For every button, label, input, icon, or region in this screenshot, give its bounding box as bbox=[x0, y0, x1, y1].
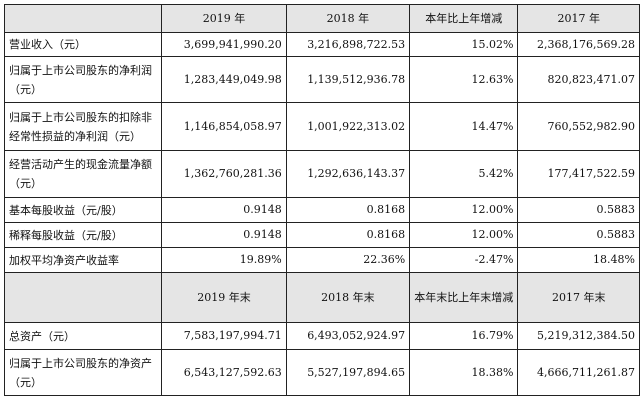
value-2019: 1,362,760,281.36 bbox=[161, 150, 287, 198]
value-2017: 820,823,471.07 bbox=[517, 56, 640, 103]
value-2019: 6,543,127,592.63 bbox=[161, 349, 287, 396]
header-change-end: 本年末比上年末增减 bbox=[409, 272, 519, 323]
row-label: 营业收入（元） bbox=[3, 32, 163, 57]
value-2019: 1,146,854,058.97 bbox=[161, 102, 287, 151]
header-2019-end: 2019 年末 bbox=[161, 272, 287, 323]
value-change: -2.47% bbox=[409, 247, 519, 273]
value-2017: 0.5883 bbox=[517, 222, 640, 248]
value-2019: 3,699,941,990.20 bbox=[161, 32, 287, 57]
table-row: 总资产（元） 7,583,197,994.71 6,493,052,924.97… bbox=[3, 322, 640, 350]
value-change: 15.02% bbox=[409, 32, 519, 57]
value-2017: 177,417,522.59 bbox=[517, 150, 640, 198]
row-label: 基本每股收益（元/股） bbox=[3, 197, 163, 223]
table1-header-row: 2019 年 2018 年 本年比上年增减 2017 年 bbox=[3, 4, 640, 33]
value-2018: 22.36% bbox=[285, 247, 411, 273]
value-2018: 0.8168 bbox=[285, 197, 411, 223]
header-2018-end: 2018 年末 bbox=[285, 272, 411, 323]
value-2018: 1,139,512,936.78 bbox=[285, 56, 411, 103]
row-label: 加权平均净资产收益率 bbox=[3, 247, 163, 273]
value-2018: 1,001,922,313.02 bbox=[285, 102, 411, 151]
financial-summary: 2019 年 2018 年 本年比上年增减 2017 年 营业收入（元） 3,6… bbox=[3, 4, 640, 396]
value-2017: 0.5883 bbox=[517, 197, 640, 223]
value-2019: 1,283,449,049.98 bbox=[161, 56, 287, 103]
value-2018: 5,527,197,894.65 bbox=[285, 349, 411, 396]
row-label: 稀释每股收益（元/股） bbox=[3, 222, 163, 248]
row-label: 总资产（元） bbox=[3, 322, 163, 350]
table2-header-row: 2019 年末 2018 年末 本年末比上年末增减 2017 年末 bbox=[3, 272, 640, 323]
value-change: 14.47% bbox=[409, 102, 519, 151]
row-label: 经营活动产生的现金流量净额（元） bbox=[3, 150, 163, 198]
value-change: 5.42% bbox=[409, 150, 519, 198]
value-2017: 760,552,982.90 bbox=[517, 102, 640, 151]
value-2018: 6,493,052,924.97 bbox=[285, 322, 411, 350]
value-change: 12.00% bbox=[409, 222, 519, 248]
table-row: 加权平均净资产收益率 19.89% 22.36% -2.47% 18.48% bbox=[3, 247, 640, 273]
value-2019: 19.89% bbox=[161, 247, 287, 273]
table-row: 归属于上市公司股东的净利润（元） 1,283,449,049.98 1,139,… bbox=[3, 56, 640, 103]
row-label: 归属于上市公司股东的净利润（元） bbox=[3, 56, 163, 103]
table-row: 归属于上市公司股东的净资产（元） 6,543,127,592.63 5,527,… bbox=[3, 349, 640, 396]
value-change: 12.63% bbox=[409, 56, 519, 103]
value-2019: 0.9148 bbox=[161, 197, 287, 223]
header-change: 本年比上年增减 bbox=[409, 4, 519, 33]
table-row: 归属于上市公司股东的扣除非经常性损益的净利润（元） 1,146,854,058.… bbox=[3, 102, 640, 151]
header-2017: 2017 年 bbox=[517, 4, 640, 33]
financial-table: 2019 年 2018 年 本年比上年增减 2017 年 营业收入（元） 3,6… bbox=[3, 4, 640, 396]
value-2018: 0.8168 bbox=[285, 222, 411, 248]
value-2018: 3,216,898,722.53 bbox=[285, 32, 411, 57]
value-change: 16.79% bbox=[409, 322, 519, 350]
value-2017: 4,666,711,261.87 bbox=[517, 349, 640, 396]
value-2017: 18.48% bbox=[517, 247, 640, 273]
table-row: 基本每股收益（元/股） 0.9148 0.8168 12.00% 0.5883 bbox=[3, 197, 640, 223]
value-2019: 0.9148 bbox=[161, 222, 287, 248]
header-blank-cell bbox=[3, 4, 163, 33]
table-row: 稀释每股收益（元/股） 0.9148 0.8168 12.00% 0.5883 bbox=[3, 222, 640, 248]
header-blank-cell bbox=[3, 272, 163, 323]
header-2017-end: 2017 年末 bbox=[517, 272, 640, 323]
value-change: 12.00% bbox=[409, 197, 519, 223]
header-2018: 2018 年 bbox=[285, 4, 411, 33]
row-label: 归属于上市公司股东的净资产（元） bbox=[3, 349, 163, 396]
table-row: 营业收入（元） 3,699,941,990.20 3,216,898,722.5… bbox=[3, 32, 640, 57]
value-change: 18.38% bbox=[409, 349, 519, 396]
value-2019: 7,583,197,994.71 bbox=[161, 322, 287, 350]
row-label: 归属于上市公司股东的扣除非经常性损益的净利润（元） bbox=[3, 102, 163, 151]
table-row: 经营活动产生的现金流量净额（元） 1,362,760,281.36 1,292,… bbox=[3, 150, 640, 198]
value-2018: 1,292,636,143.37 bbox=[285, 150, 411, 198]
value-2017: 5,219,312,384.50 bbox=[517, 322, 640, 350]
value-2017: 2,368,176,569.28 bbox=[517, 32, 640, 57]
header-2019: 2019 年 bbox=[161, 4, 287, 33]
